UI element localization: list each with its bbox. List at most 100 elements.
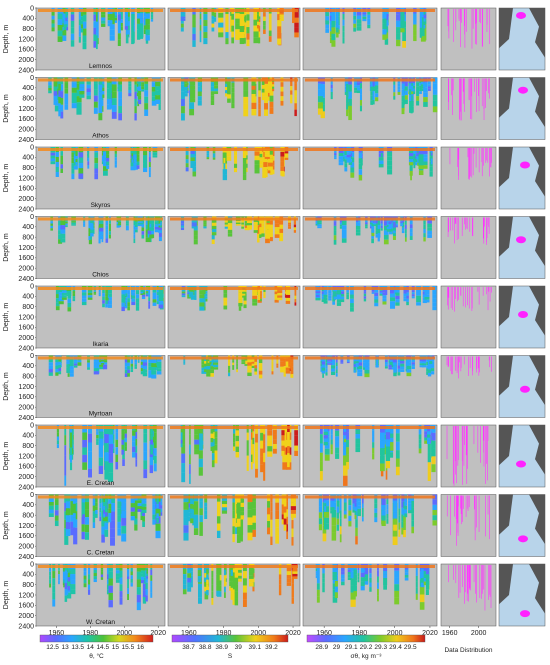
profile-cell	[424, 434, 429, 438]
profile-cell	[365, 216, 368, 219]
profile-cell	[110, 528, 115, 538]
profile-cell	[411, 500, 415, 508]
profile-cell	[335, 453, 340, 459]
profile-cell	[386, 514, 389, 519]
profile-cell	[340, 362, 344, 364]
profile-cell	[401, 101, 405, 109]
profile-cell	[372, 224, 377, 226]
profile-cell	[293, 221, 297, 225]
profile-cell	[148, 304, 151, 309]
profile-cell	[359, 105, 363, 112]
profile-cell	[331, 20, 336, 28]
profile-cell	[359, 100, 363, 106]
profile-cell	[411, 513, 415, 521]
profile-cell	[213, 362, 219, 365]
profile-cell	[257, 225, 260, 230]
profile-cell	[122, 452, 125, 460]
profile-cell	[224, 569, 226, 576]
profile-cell	[147, 223, 150, 228]
profile-cell	[372, 436, 375, 443]
profile-cell	[69, 359, 74, 363]
y-tick-label: 2000	[18, 613, 34, 620]
profile-cell	[78, 173, 84, 179]
profile-cell	[57, 13, 63, 20]
profile-cell	[154, 224, 159, 228]
profile-cell	[131, 289, 136, 293]
profile-cell	[274, 227, 280, 231]
profile-cell	[363, 296, 367, 299]
profile-cell	[427, 452, 431, 463]
profile-cell	[386, 220, 389, 223]
profile-cell	[130, 507, 135, 512]
profile-cell	[82, 432, 88, 440]
profile-cell	[67, 577, 70, 582]
profile-cell	[406, 298, 409, 302]
profile-cell	[51, 11, 55, 16]
profile-cell	[247, 372, 252, 377]
profile-cell	[111, 98, 117, 106]
profile-cell	[243, 304, 247, 309]
profile-cell	[102, 300, 105, 304]
profile-cell	[139, 570, 145, 574]
profile-cell	[385, 432, 391, 440]
profile-cell	[419, 83, 422, 86]
profile-cell	[379, 440, 385, 449]
profile-cell	[346, 157, 352, 161]
profile-cell	[156, 499, 159, 504]
profile-cell	[65, 522, 71, 530]
profile-cell	[151, 96, 157, 101]
profile-cell	[290, 370, 294, 375]
profile-cell	[429, 359, 433, 362]
profile-cell	[156, 295, 160, 299]
profile-cell	[124, 433, 127, 438]
profile-cell	[344, 86, 347, 90]
profile-cell	[137, 29, 141, 35]
profile-cell	[194, 449, 200, 455]
profile-cell	[203, 14, 208, 21]
profile-cell	[114, 153, 117, 158]
profile-cell	[257, 291, 262, 295]
profile-cell	[79, 87, 85, 92]
profile-cell	[324, 500, 327, 504]
profile-cell	[104, 522, 109, 530]
profile-cell	[279, 14, 284, 17]
profile-cell	[61, 292, 67, 296]
profile-cell	[395, 441, 400, 451]
profile-cell	[69, 447, 73, 456]
profile-cell	[76, 96, 82, 103]
profile-cell	[371, 226, 375, 230]
profile-cell	[280, 358, 285, 362]
profile-cell	[422, 154, 428, 158]
profile-cell	[237, 569, 242, 573]
profile-cell	[416, 96, 420, 101]
profile-cell	[355, 502, 358, 512]
map-land-east	[529, 8, 545, 58]
profile-cell	[394, 597, 400, 605]
y-tick-label: 2400	[18, 484, 34, 491]
profile-cell	[131, 301, 136, 306]
profile-cell	[206, 590, 209, 596]
profile-cell	[106, 579, 110, 585]
profile-cell	[271, 361, 274, 365]
profile-cell	[151, 223, 155, 228]
profile-cell	[372, 216, 377, 219]
profile-cell	[139, 28, 144, 34]
profile-cell	[65, 14, 68, 18]
profile-cell	[95, 42, 98, 50]
profile-cell	[141, 234, 145, 239]
profile-cell	[189, 464, 191, 475]
profile-cell	[330, 449, 333, 455]
profile-cell	[88, 232, 91, 237]
profile-cell	[372, 90, 375, 96]
profile-cell	[66, 367, 71, 371]
y-axis-label: Depth, m	[3, 442, 10, 471]
profile-cell	[252, 457, 255, 464]
profile-cell	[355, 447, 361, 453]
profile-cell	[64, 445, 67, 456]
profile-cell	[81, 295, 87, 299]
profile-cell	[213, 367, 219, 370]
profile-cell	[413, 13, 417, 20]
profile-cell	[408, 153, 414, 157]
